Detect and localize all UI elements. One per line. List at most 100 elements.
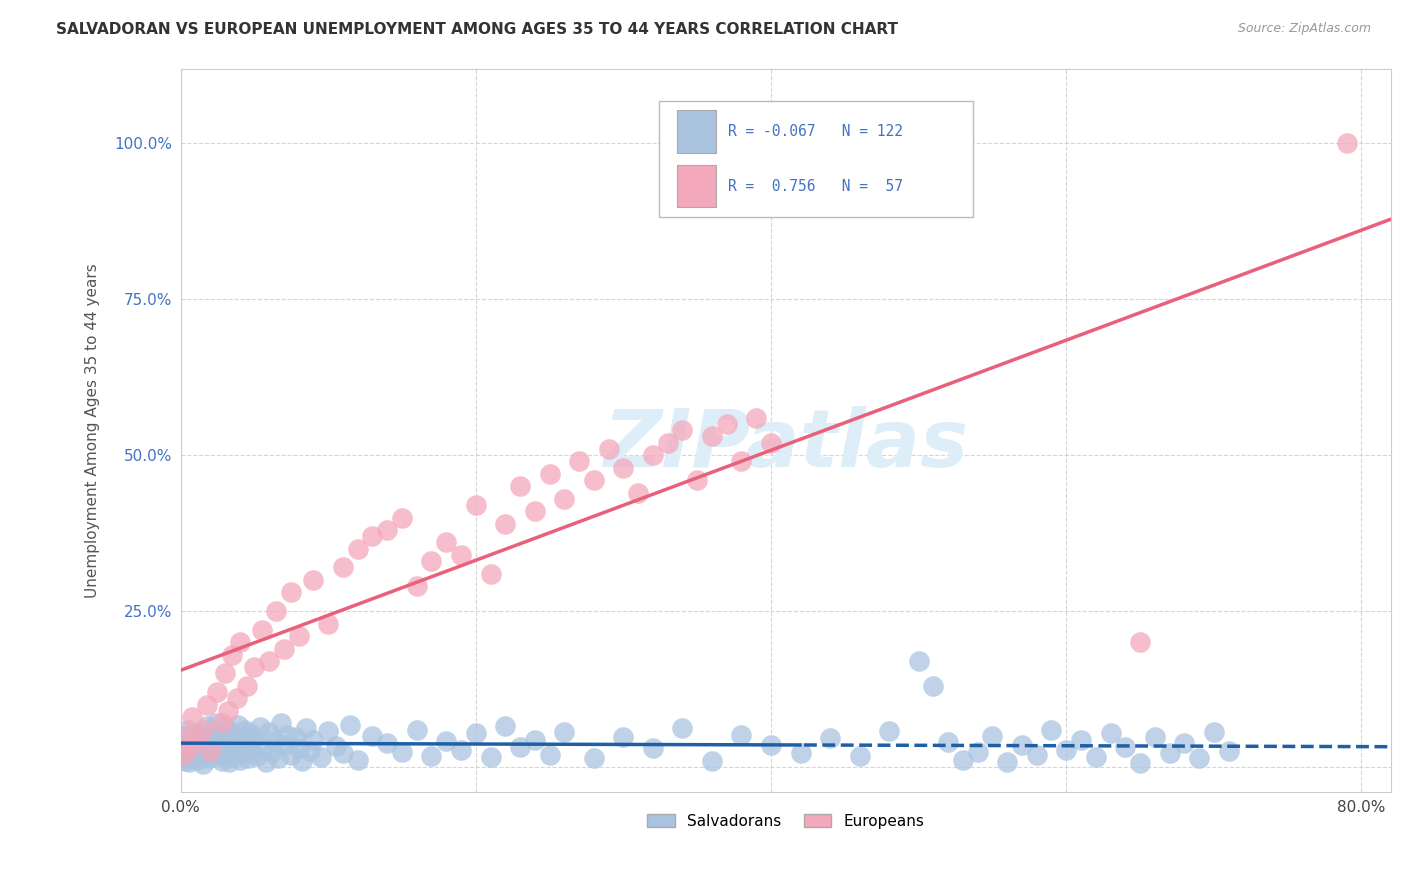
Point [464, 726, 486, 740]
Point [184, 731, 207, 746]
Point [273, 738, 295, 752]
Point [231, 739, 253, 753]
Point [179, 741, 201, 756]
Point [254, 755, 277, 769]
Point [1159, 746, 1181, 760]
Point [243, 731, 266, 746]
FancyBboxPatch shape [658, 101, 973, 217]
Point [346, 752, 368, 766]
Point [730, 728, 752, 742]
Point [217, 741, 239, 756]
Point [280, 585, 302, 599]
Point [287, 741, 309, 756]
Y-axis label: Unemployment Among Ages 35 to 44 years: Unemployment Among Ages 35 to 44 years [86, 263, 100, 598]
Point [184, 731, 207, 746]
Legend: Salvadorans, Europeans: Salvadorans, Europeans [641, 807, 931, 835]
Point [995, 755, 1018, 769]
Point [1099, 726, 1122, 740]
Point [538, 747, 561, 762]
Point [523, 504, 546, 518]
Point [1040, 723, 1063, 737]
Point [183, 741, 205, 756]
Point [405, 723, 427, 737]
Point [316, 616, 339, 631]
Point [434, 734, 457, 748]
Point [339, 717, 361, 731]
Point [170, 747, 193, 762]
Point [181, 748, 204, 763]
Point [464, 498, 486, 512]
Point [295, 722, 318, 736]
Point [582, 473, 605, 487]
Point [193, 730, 215, 744]
Point [479, 566, 502, 581]
Point [211, 754, 233, 768]
Point [250, 623, 273, 637]
Point [257, 654, 280, 668]
Point [479, 750, 502, 764]
Point [264, 734, 287, 748]
Point [671, 423, 693, 437]
Point [201, 723, 224, 738]
Point [730, 454, 752, 468]
Text: ZIPatlas: ZIPatlas [603, 406, 969, 483]
Point [204, 748, 226, 763]
Point [1025, 747, 1047, 762]
Point [239, 726, 262, 740]
Point [332, 560, 354, 574]
Point [290, 754, 312, 768]
Text: R =  0.756   N =  57: R = 0.756 N = 57 [728, 178, 903, 194]
Point [209, 738, 232, 752]
Point [1129, 756, 1152, 771]
Point [257, 725, 280, 739]
Point [249, 720, 271, 734]
Point [176, 729, 198, 743]
Point [299, 744, 322, 758]
Point [270, 716, 292, 731]
FancyBboxPatch shape [676, 165, 716, 208]
Point [284, 730, 307, 744]
Point [686, 473, 709, 487]
Point [316, 723, 339, 738]
Point [818, 731, 841, 746]
Point [671, 722, 693, 736]
Point [434, 535, 457, 549]
Point [228, 752, 250, 766]
Point [302, 573, 325, 587]
Point [325, 739, 347, 753]
Point [568, 454, 591, 468]
Text: Source: ZipAtlas.com: Source: ZipAtlas.com [1237, 22, 1371, 36]
Text: SALVADORAN VS EUROPEAN UNEMPLOYMENT AMONG AGES 35 TO 44 YEARS CORRELATION CHART: SALVADORAN VS EUROPEAN UNEMPLOYMENT AMON… [56, 22, 898, 37]
Point [252, 740, 274, 755]
Point [188, 746, 211, 760]
Point [494, 516, 516, 531]
Point [981, 729, 1004, 743]
Point [198, 734, 221, 748]
Point [217, 704, 239, 718]
Point [187, 725, 209, 739]
Point [657, 435, 679, 450]
Point [233, 746, 256, 760]
Point [224, 736, 246, 750]
Point [228, 635, 250, 649]
Point [186, 752, 208, 766]
Point [225, 744, 247, 758]
Point [195, 719, 218, 733]
Point [716, 417, 738, 431]
Point [236, 735, 259, 749]
Point [235, 723, 257, 737]
Point [641, 741, 664, 756]
Point [190, 736, 212, 750]
Point [215, 722, 238, 736]
Point [243, 660, 266, 674]
Point [198, 744, 221, 758]
Point [177, 744, 200, 758]
Point [450, 742, 472, 756]
Point [194, 742, 217, 756]
Point [391, 510, 413, 524]
Point [191, 756, 214, 771]
Point [361, 529, 384, 543]
Point [789, 746, 811, 760]
Point [200, 740, 222, 755]
Point [627, 485, 650, 500]
